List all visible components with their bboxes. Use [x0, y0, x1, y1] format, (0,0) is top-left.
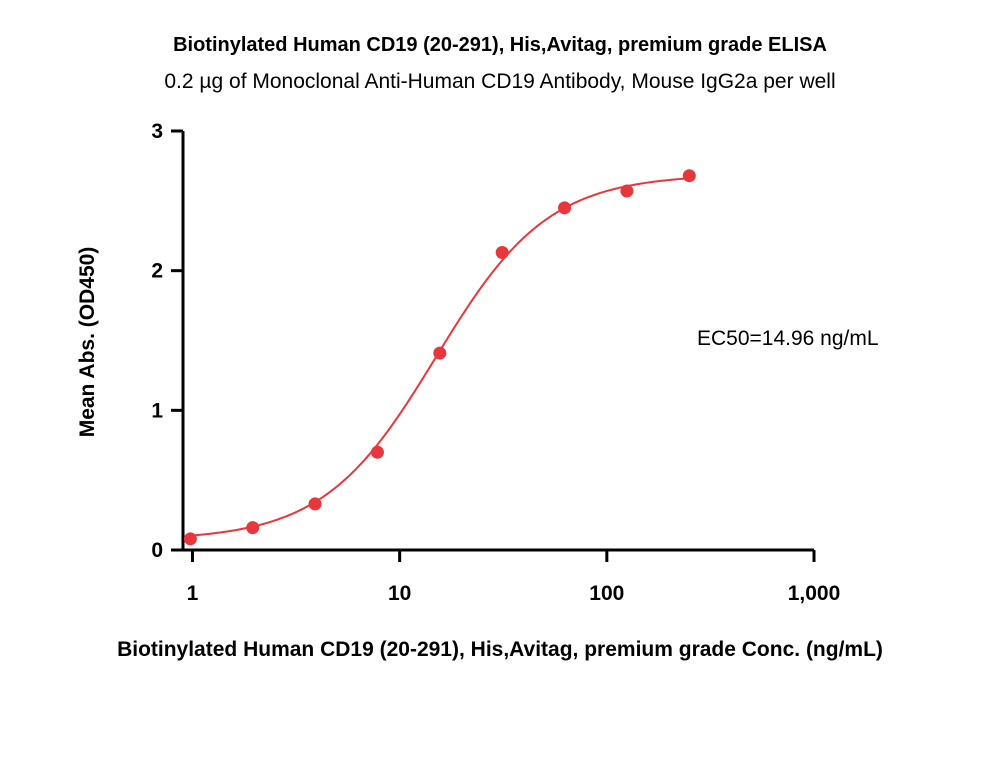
data-point: [370, 445, 384, 459]
data-point: [308, 497, 322, 511]
data-point: [495, 246, 509, 260]
data-point: [246, 521, 260, 535]
data-point: [183, 532, 197, 546]
data-point: [558, 201, 572, 215]
data-points: [183, 169, 696, 546]
data-point: [433, 346, 447, 360]
data-point: [620, 184, 634, 198]
x-tick-label: 10: [388, 582, 411, 605]
data-point: [682, 169, 696, 183]
chart-subtitle: 0.2 µg of Monoclonal Anti-Human CD19 Ant…: [164, 70, 836, 93]
y-tick-label: 1: [151, 399, 163, 422]
chart-title: Biotinylated Human CD19 (20-291), His,Av…: [173, 34, 827, 56]
axes: [181, 131, 814, 552]
x-axis-title: Biotinylated Human CD19 (20-291), His,Av…: [117, 638, 883, 661]
axis-ticks: 0 1 2 3 1 10 100 1,000: [151, 120, 840, 605]
x-tick-label: 1: [187, 582, 199, 605]
x-tick-label: 100: [589, 582, 624, 605]
y-tick-label: 0: [151, 539, 163, 562]
x-tick-label: 1,000: [788, 582, 841, 605]
y-tick-label: 3: [151, 120, 163, 143]
y-tick-label: 2: [151, 260, 163, 283]
y-axis-title: Mean Abs. (OD450): [76, 247, 99, 438]
ec50-annotation: EC50=14.96 ng/mL: [697, 327, 879, 350]
